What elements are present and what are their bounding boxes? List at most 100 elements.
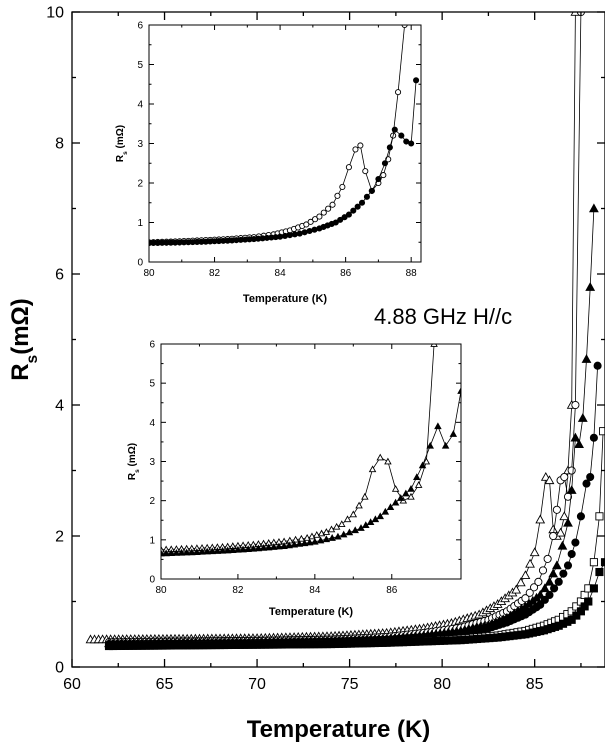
main-xtick-label: 60: [63, 676, 81, 693]
inset-bottom-series-0-point: [368, 465, 377, 473]
main-series-3-point: [540, 595, 549, 604]
inset-bottom-xtick-label: 84: [309, 585, 321, 596]
inset-top-ytick-label: 2: [137, 179, 143, 190]
inset-bottom-series-1-point: [351, 526, 359, 534]
inset-top-series-0-point: [380, 172, 387, 179]
inset-bottom-series-1-point: [311, 537, 319, 545]
inset-bottom-series-1-point: [334, 532, 342, 540]
inset-bottom-series-1-point: [386, 503, 395, 511]
inset-bottom-series-1-point: [376, 512, 384, 520]
main-series-0-point: [525, 558, 535, 568]
inset-top-series-1-point: [311, 226, 318, 233]
main-series-2-point: [570, 432, 581, 442]
inset-bottom-series-1-point: [449, 430, 458, 437]
inset-top-series-1-point: [391, 126, 398, 133]
inset-bottom-series-1-point: [264, 543, 273, 551]
inset-bottom-series-0-point: [161, 545, 165, 553]
main-xtick-label: 75: [341, 676, 359, 693]
inset-top-series-1-point: [332, 219, 339, 226]
main-ytick-label: 10: [46, 5, 64, 22]
inset-top-series-1-point: [345, 211, 352, 218]
inset-top-xtick-label: 84: [275, 268, 287, 279]
main-series-2-point: [539, 583, 550, 593]
inset-bottom-ytick-label: 2: [149, 496, 155, 507]
main-series-1-point: [534, 577, 543, 586]
main-series-1-point: [567, 466, 576, 475]
inset-bottom-series-1-point: [290, 540, 299, 548]
inset-bottom-series-0-point: [376, 453, 384, 461]
inset-bottom-series-1-point: [182, 548, 191, 556]
inset-top-series-0-point: [329, 201, 336, 208]
inset-bottom-series-1-point: [402, 489, 410, 497]
inset-bottom-series-1-point: [198, 547, 206, 555]
inset-top-xtick-label: 82: [209, 268, 221, 279]
inset-top-series-0-point: [362, 168, 369, 175]
main-ytick-label: 4: [55, 398, 64, 415]
inset-bottom-series-1-point: [441, 441, 450, 449]
inset-top-xtick-label: 86: [340, 268, 352, 279]
main-series-2-point: [563, 517, 573, 527]
inset-bottom-series-group: [161, 344, 461, 557]
inset-top-series-1-point: [286, 232, 293, 239]
main-xtick-label: 80: [433, 676, 451, 693]
inset-bottom-series-1-point: [381, 507, 390, 515]
main-series-1-point: [543, 554, 552, 563]
inset-top-ytick-label: 0: [137, 258, 143, 269]
main-series-1-point: [530, 583, 539, 592]
inset-bottom-background: [161, 344, 461, 579]
inset-bottom-series-1-point: [426, 441, 434, 449]
inset-bottom-series-1-point: [300, 539, 309, 547]
inset-bottom-series-0-point: [414, 481, 423, 488]
inset-top-series-1-point: [337, 216, 344, 223]
inset-top-series-1-point: [341, 214, 348, 221]
main-series-2-point: [574, 439, 584, 449]
inset-bottom-series-1-point: [229, 546, 237, 553]
inset-top-series-1-point: [398, 132, 405, 139]
inset-bottom-series-1-point: [270, 543, 278, 550]
main-series-1-point: [552, 505, 561, 514]
inset-bottom-x-axis-label: Temperature (K): [269, 606, 353, 618]
inset-top-background: [149, 25, 421, 262]
inset-top-series-1-point: [363, 193, 370, 200]
main-series-0-point: [548, 524, 559, 534]
inset-top-series-0-point: [357, 142, 364, 149]
inset-bottom-series-1-point: [161, 549, 165, 557]
main-series-2-point: [581, 354, 592, 363]
main-series-4-point: [572, 602, 581, 611]
main-series-3-point: [536, 600, 545, 609]
main-series-2-point: [548, 568, 559, 578]
inset-top-xtick-label: 88: [406, 268, 418, 279]
main-series-3-point: [593, 361, 602, 370]
main-series-1-point: [560, 472, 569, 482]
inset-top-x-axis-label: Temperature (K): [243, 293, 327, 305]
main-series-0-point: [520, 570, 531, 580]
inset-bottom-series-1-point: [203, 547, 211, 555]
main-series-0-point: [515, 577, 526, 587]
inset-bottom-ytick-label: 4: [149, 418, 155, 429]
inset-top-series-1-point: [408, 140, 415, 147]
inset-bottom-series-1-point: [244, 545, 252, 553]
inset-bottom-xtick-label: 80: [155, 585, 167, 596]
inset-bottom-series-1-point: [208, 547, 217, 555]
main-series-2-point: [544, 576, 555, 586]
inset-bottom-ytick-label: 1: [149, 535, 155, 546]
main-series-2-point: [566, 485, 577, 494]
main-ytick-label: 6: [55, 267, 64, 284]
inset-top-series-1-point: [301, 229, 308, 236]
main-series-3-point: [586, 472, 595, 482]
inset-top-series-0-point: [339, 183, 346, 190]
inset-top-series-0-point: [316, 213, 323, 220]
inset-bottom-series-0-point: [297, 534, 306, 542]
frequency-field-annotation: 4.88 GHz H//c: [374, 304, 512, 329]
inset-bottom-series-1-point: [188, 548, 196, 556]
main-series-3-point: [545, 590, 554, 600]
inset-top-ytick-label: 4: [137, 100, 143, 111]
inset-top-series-0-point: [303, 221, 310, 228]
inset-bottom-series-1-point: [213, 547, 222, 554]
inset-bottom-series-0-point: [384, 457, 392, 465]
inset-bottom-series-1-point: [396, 494, 405, 501]
inset-bottom-series-0-point: [332, 522, 341, 530]
main-y-axis-label: Rs(mΩ): [7, 298, 41, 381]
